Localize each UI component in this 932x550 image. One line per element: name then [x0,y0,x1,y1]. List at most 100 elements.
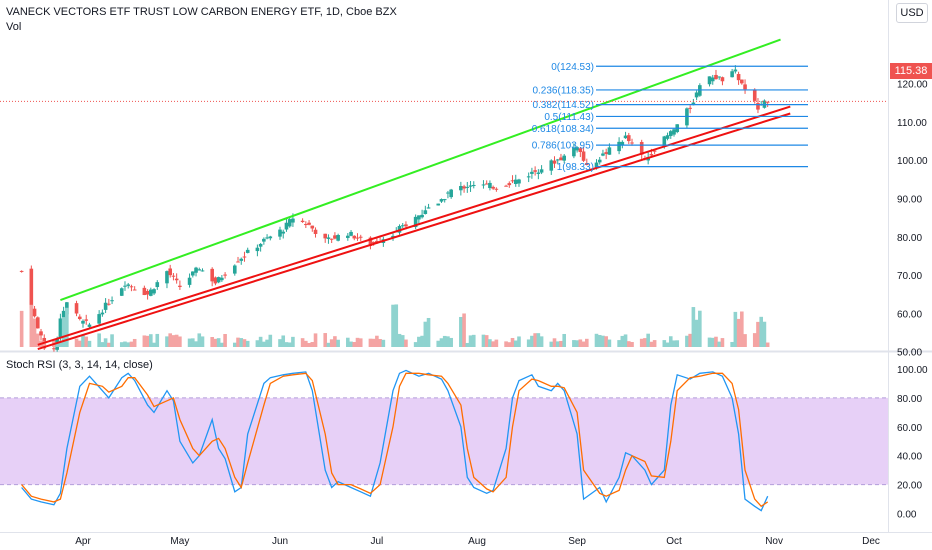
candle-body [756,103,760,110]
price-tick-label: 50.00 [897,348,922,359]
candle-body [417,215,421,220]
volume-bar [694,319,699,347]
volume-bar [323,333,328,347]
candle-body [142,287,147,296]
volume-bar [32,318,37,347]
candle-body [510,180,515,182]
candle-body [329,238,334,240]
volume-bar [278,339,282,347]
volume-bar [210,337,214,347]
candle-body [426,207,431,209]
price-tick-label: 80.00 [897,233,922,244]
candle-body [19,270,24,272]
volume-bar [459,316,463,347]
candle-body [149,289,153,296]
candle-body [81,320,85,324]
channel-lower-line [37,105,791,346]
candle-body [39,331,43,336]
volume-bar [585,338,589,347]
volume-bar [740,311,744,347]
candle-body [710,77,715,82]
candle-body [623,135,628,139]
rsi-tick-label: 60.00 [897,423,922,434]
volume-bar [484,335,489,347]
volume-bar [368,338,373,347]
currency-badge[interactable]: USD [896,3,928,23]
volume-bar [145,335,150,347]
volume-bar [572,340,576,347]
volume-bar [265,339,269,347]
candle-body [559,157,563,161]
volume-bar [107,342,111,347]
volume-bar [507,342,512,347]
volume-bar [665,342,670,347]
candle-body [281,231,286,234]
candle-body [639,141,644,155]
volume-bar [178,336,182,347]
volume-bar [601,335,605,347]
channel-lower-line-2 [37,112,791,350]
volume-bar [400,335,405,347]
volume-bar [255,340,260,347]
candle-body [187,277,192,285]
fib-level-label: 0.382(114.52) [532,100,594,111]
candle-body [465,186,470,188]
price-tick-label: 90.00 [897,195,922,206]
candle-body [604,152,608,154]
volume-bar [81,334,85,347]
candle-body [336,235,340,241]
price-tick-label: 100.00 [897,156,928,167]
volume-bar [149,334,153,347]
candle-body [733,69,738,72]
volume-bar [394,304,399,347]
volume-bar [643,338,647,347]
volume-bar [539,336,544,347]
volume-bar [123,341,127,347]
candle-body [84,319,89,321]
candle-body [103,302,108,310]
candle-body [87,324,92,327]
volume-bar [242,339,247,347]
volume-bar [358,338,363,347]
candle-body [310,225,315,229]
volume-bar [620,335,625,347]
candle-body [694,92,699,98]
volume-bar [710,337,715,347]
volume-bar [155,333,160,347]
volume-bar [562,333,566,347]
volume-bar [649,341,654,347]
rsi-tick-label: 100.00 [897,365,928,376]
candle-body [442,199,447,201]
volume-bar [232,342,237,347]
candle-body [449,189,453,198]
candle-body [413,216,418,228]
candle-body [123,285,127,287]
candle-body [129,286,134,288]
volume-bar [404,339,408,347]
volume-bar [55,342,59,347]
volume-bar [691,307,696,347]
candle-body [171,275,176,277]
time-tick-label: Nov [765,536,783,547]
volume-bar [685,335,689,347]
candle-body [601,153,605,156]
volume-bar [371,338,376,347]
candle-body [119,288,124,296]
volume-bar [129,341,134,347]
volume-bar [326,342,331,347]
candle-body [155,282,160,288]
volume-bar [707,337,712,347]
volume-bar [552,338,557,347]
candle-body [216,277,221,283]
candle-body [61,310,66,322]
volume-bar [736,318,741,347]
candle-body [97,314,101,324]
candle-body [52,348,56,350]
volume-bar [352,341,357,347]
volume-bar [733,311,738,347]
last-price-badge: 115.38 [890,63,932,79]
time-tick-label: May [170,536,189,547]
candle-body [200,270,205,272]
volume-bar [607,339,612,347]
